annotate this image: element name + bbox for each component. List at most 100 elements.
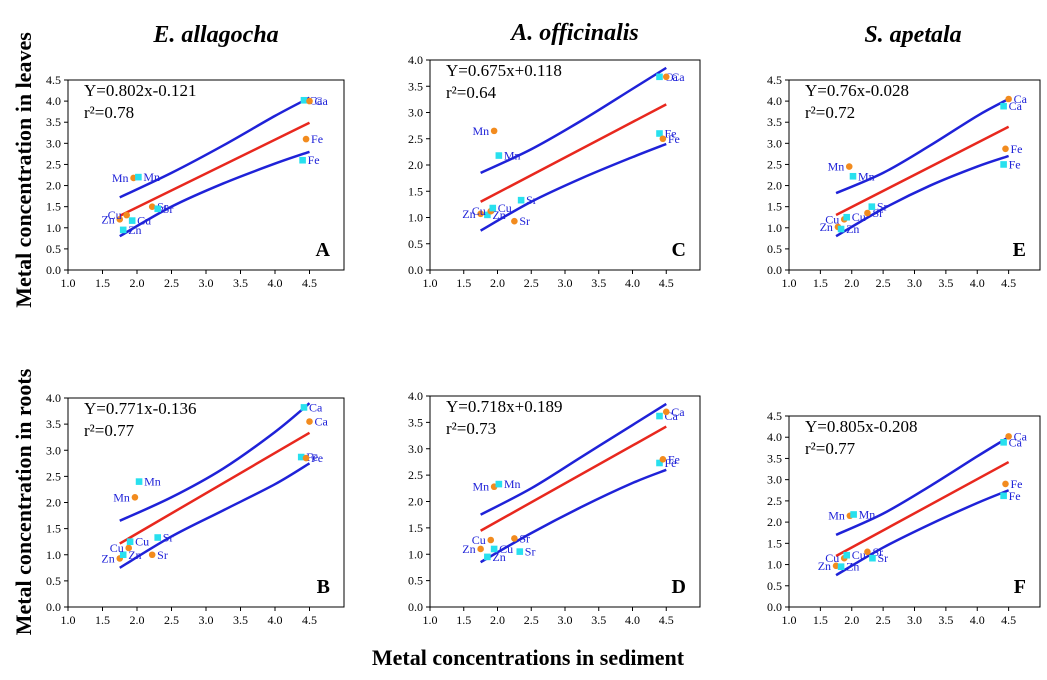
panel-letter: E: [1013, 239, 1026, 261]
point-label: Zn: [492, 550, 505, 564]
point-label: Zn: [820, 220, 833, 234]
point-cu-cyan: [489, 204, 497, 212]
point-mn-cyan: [135, 478, 143, 485]
x-tick-label: 2.0: [844, 276, 859, 290]
y-tick-label: 0.5: [46, 574, 61, 588]
y-tick-label: 4.5: [46, 73, 61, 87]
point-zn-cyan: [484, 553, 491, 561]
point-label: Cu: [110, 541, 124, 555]
point-fe-orange: [302, 135, 310, 143]
y-tick-label: 4.0: [46, 94, 61, 108]
x-tick-label: 1.0: [61, 613, 76, 627]
x-tick-label: 2.0: [130, 276, 145, 290]
point-label: Fe: [665, 127, 677, 141]
point-sr-cyan: [154, 534, 161, 541]
y-tick-label: 4.5: [767, 409, 782, 423]
regression-line: [480, 425, 667, 532]
y-tick-label: 0.0: [767, 263, 782, 277]
panel-letter: B: [317, 576, 330, 598]
point-cu-cyan: [843, 213, 851, 221]
point-label: Ca: [1009, 435, 1023, 449]
ci-upper-curve: [119, 96, 311, 199]
column-title-3: S. apetala: [864, 22, 961, 48]
x-axis-label: Metal concentrations in sediment: [372, 645, 685, 670]
r-squared: r²=0.64: [446, 83, 497, 102]
point-ca-cyan: [656, 412, 663, 420]
point-label: Fe: [311, 132, 323, 146]
point-label: Sr: [157, 200, 168, 214]
point-label: Sr: [877, 551, 888, 565]
x-tick-label: 1.5: [813, 276, 828, 290]
point-label: Sr: [877, 200, 888, 214]
point-label: Ca: [671, 70, 685, 84]
ci-upper-curve: [835, 97, 1010, 195]
point-label: Mn: [859, 507, 876, 521]
point-zn-cyan: [119, 551, 127, 559]
r-squared: r²=0.77: [84, 421, 135, 440]
x-tick-label: 1.0: [782, 613, 797, 627]
y-tick-label: 2.5: [408, 132, 423, 146]
point-label: Cu: [137, 214, 151, 228]
y-tick-label: 3.0: [46, 136, 61, 150]
point-cu-cyan: [126, 538, 134, 545]
point-label: Mn: [144, 475, 161, 489]
panel-D: 1.0 1.5 2.0 2.5 3.0 3.5 4.0 4.5 0.0 0.5 1.0 1.5 2.0 2…: [408, 389, 701, 627]
y-tick-label: 2.5: [767, 494, 782, 508]
x-tick-label: 3.0: [907, 613, 922, 627]
x-tick-label: 2.5: [876, 276, 891, 290]
x-tick-label: 4.0: [625, 276, 640, 290]
regression-line: [119, 121, 311, 217]
point-mn-cyan: [495, 480, 503, 488]
point-ca-orange: [306, 97, 313, 105]
x-tick-label: 1.0: [61, 276, 76, 290]
regression-line: [835, 460, 1010, 558]
point-label: Mn: [472, 124, 489, 138]
panel-letter: F: [1014, 576, 1026, 598]
point-sr-orange: [511, 535, 518, 542]
x-tick-label: 4.0: [268, 276, 283, 290]
point-label: Sr: [519, 214, 530, 228]
x-tick-label: 4.5: [659, 276, 674, 290]
point-fe-cyan: [1000, 161, 1007, 168]
point-fe-cyan: [656, 130, 663, 137]
point-fe-orange: [659, 456, 667, 463]
point-label: Cu: [825, 551, 839, 565]
y-tick-label: 0.0: [408, 600, 423, 614]
y-tick-label: 3.0: [46, 443, 61, 457]
y-tick-label: 0.5: [767, 579, 782, 593]
point-label: Cu: [472, 204, 486, 218]
y-tick-label: 1.0: [46, 221, 61, 235]
r-squared: r²=0.77: [805, 439, 856, 458]
regression-equation: Y=0.76x-0.028: [805, 81, 909, 100]
point-label: Ca: [1009, 99, 1023, 113]
point-label: Mn: [504, 149, 521, 163]
point-label: Cu: [852, 210, 866, 224]
x-tick-label: 1.5: [456, 613, 471, 627]
y-tick-label: 4.5: [767, 73, 782, 87]
regression-equation: Y=0.802x-0.121: [84, 81, 197, 100]
point-label: Fe: [1009, 157, 1021, 171]
y-tick-label: 4.0: [767, 94, 782, 108]
point-label: Sr: [872, 206, 883, 220]
x-tick-label: 2.5: [876, 613, 891, 627]
y-tick-label: 1.5: [767, 536, 782, 550]
point-mn-cyan: [495, 152, 503, 159]
point-label: Sr: [157, 548, 168, 562]
ci-upper-curve: [119, 402, 311, 522]
point-mn-orange: [490, 127, 498, 135]
x-tick-label: 2.5: [524, 613, 539, 627]
point-sr-cyan: [869, 554, 876, 562]
point-label: Ca: [1014, 429, 1028, 443]
y-tick-label: 3.5: [408, 79, 423, 93]
x-tick-label: 1.5: [95, 613, 110, 627]
panel-F: 1.0 1.5 2.0 2.5 3.0 3.5 4.0 4.5 0.0 0.5 1.0 1.5 2.0 2…: [767, 409, 1041, 627]
x-tick-label: 3.5: [938, 613, 953, 627]
panel-C: 1.0 1.5 2.0 2.5 3.0 3.5 4.0 4.5 0.0 0.5 1.0 1.5 2.0 2…: [408, 53, 701, 290]
point-fe-orange: [1002, 145, 1009, 153]
y-tick-label: 4.0: [46, 391, 61, 405]
point-label: Zn: [818, 559, 831, 573]
y-tick-label: 4.0: [767, 430, 782, 444]
point-label: Sr: [525, 545, 536, 559]
y-tick-label: 2.0: [46, 496, 61, 510]
point-mn-orange: [131, 493, 139, 501]
